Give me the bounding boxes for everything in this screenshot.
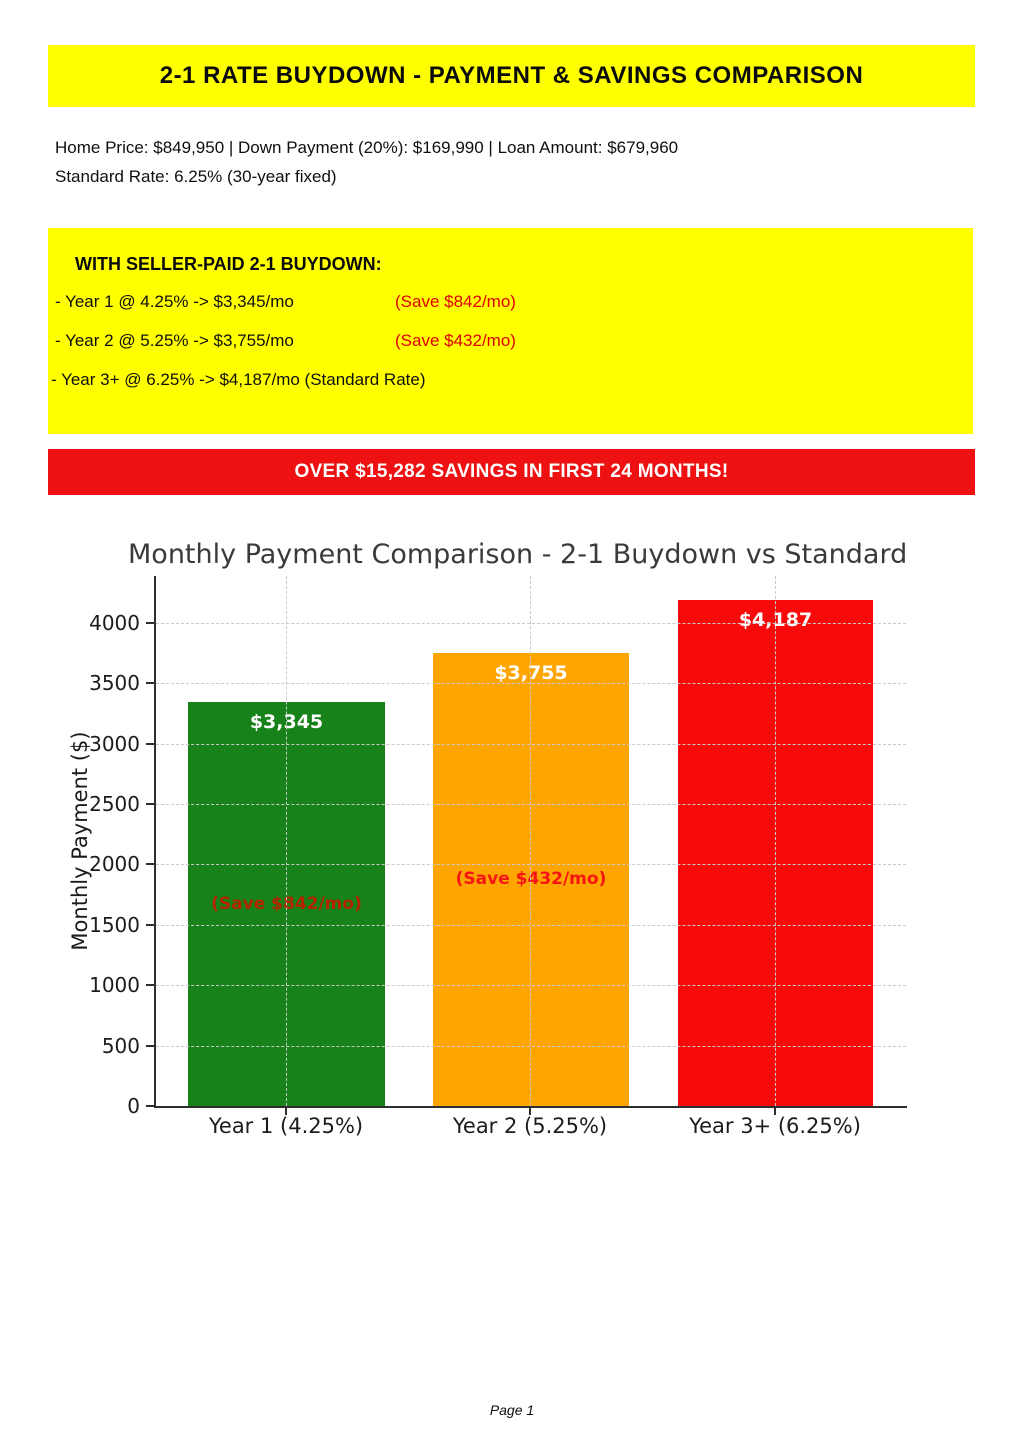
bar-value-label: $3,755 [494, 662, 568, 684]
bar-savings-annotation: (Save $432/mo) [455, 869, 607, 889]
payment-text: - Year 2 @ 5.25% -> $3,755/mo [55, 331, 294, 350]
savings-banner: OVER $15,282 SAVINGS IN FIRST 24 MONTHS! [48, 449, 975, 495]
y-tick-label: 1500 [89, 913, 140, 937]
x-tick-mark [774, 1108, 776, 1115]
buydown-box: WITH SELLER-PAID 2-1 BUYDOWN: - Year 1 @… [48, 228, 973, 434]
h-gridline [156, 683, 906, 684]
buydown-row-year3: - Year 3+ @ 6.25% -> $4,187/mo (Standard… [51, 370, 951, 390]
buydown-row-year1: - Year 1 @ 4.25% -> $3,345/mo (Save $842… [55, 292, 955, 312]
h-gridline [156, 925, 906, 926]
savings-banner-text: OVER $15,282 SAVINGS IN FIRST 24 MONTHS! [294, 461, 729, 482]
y-tick-mark [146, 863, 154, 865]
y-tick-label: 4000 [89, 611, 140, 635]
v-gridline [775, 576, 776, 1106]
h-gridline [156, 864, 906, 865]
h-gridline [156, 744, 906, 745]
y-tick-mark [146, 743, 154, 745]
chart-title: Monthly Payment Comparison - 2-1 Buydown… [128, 539, 908, 570]
v-gridline [530, 576, 531, 1106]
y-tick-mark [146, 682, 154, 684]
y-tick-label: 0 [127, 1094, 140, 1118]
h-gridline [156, 1046, 906, 1047]
loan-summary: Home Price: $849,950 | Down Payment (20%… [55, 133, 678, 191]
savings-text: (Save $842/mo) [395, 292, 516, 311]
bar-year2: $3,755 (Save $432/mo) [433, 653, 629, 1106]
y-axis-spine [154, 576, 156, 1108]
buydown-heading: WITH SELLER-PAID 2-1 BUYDOWN: [75, 254, 382, 274]
y-tick-mark [146, 1105, 154, 1107]
y-tick-label: 500 [101, 1034, 140, 1058]
x-tick-label: Year 2 (5.25%) [452, 1114, 608, 1138]
x-tick-label: Year 1 (4.25%) [208, 1114, 364, 1138]
y-tick-label: 3500 [89, 671, 140, 695]
page-number: Page 1 [489, 1402, 535, 1418]
savings-text: (Save $432/mo) [395, 331, 516, 350]
y-tick-mark [146, 622, 154, 624]
home-price-line: Home Price: $849,950 | Down Payment (20%… [55, 138, 679, 157]
title-banner: 2-1 RATE BUYDOWN - PAYMENT & SAVINGS COM… [48, 45, 975, 107]
y-tick-mark [146, 924, 154, 926]
x-axis-spine [154, 1106, 907, 1108]
y-tick-mark [146, 803, 154, 805]
x-tick-mark [285, 1108, 287, 1115]
y-tick-label: 2000 [89, 852, 140, 876]
standard-rate-line: Standard Rate: 6.25% (30-year fixed) [55, 167, 337, 186]
page-title: 2-1 RATE BUYDOWN - PAYMENT & SAVINGS COM… [159, 62, 864, 89]
h-gridline [156, 804, 906, 805]
h-gridline [156, 623, 906, 624]
payment-text: - Year 3+ @ 6.25% -> $4,187/mo (Standard… [51, 370, 426, 389]
y-tick-mark [146, 984, 154, 986]
y-tick-label: 1000 [89, 973, 140, 997]
page-footer: Page 1 [0, 1402, 1024, 1418]
x-tick-mark [529, 1108, 531, 1115]
payment-text: - Year 1 @ 4.25% -> $3,345/mo [55, 292, 294, 311]
h-gridline [156, 985, 906, 986]
buydown-row-year2: - Year 2 @ 5.25% -> $3,755/mo (Save $432… [55, 331, 955, 351]
v-gridline [286, 576, 287, 1106]
y-tick-mark [146, 1045, 154, 1047]
y-tick-label: 3000 [89, 732, 140, 756]
x-tick-label: Year 3+ (6.25%) [689, 1114, 861, 1138]
y-tick-label: 2500 [89, 792, 140, 816]
